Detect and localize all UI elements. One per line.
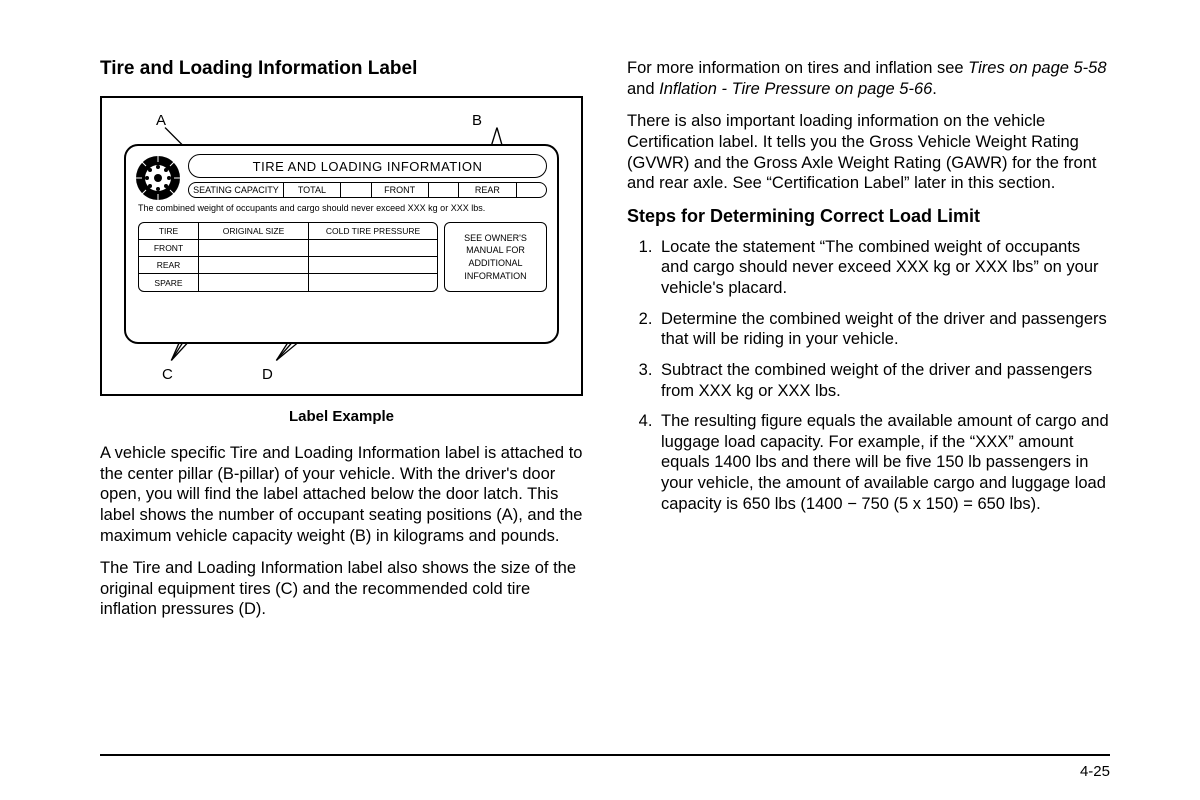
r1b: and	[627, 80, 659, 98]
figure-caption: Label Example	[100, 408, 583, 425]
seating-front: FRONT	[372, 183, 429, 197]
label-figure: A B C D	[100, 96, 583, 396]
row-rear: REAR	[139, 257, 199, 273]
page-number: 4-25	[1080, 763, 1110, 780]
r1c: .	[932, 80, 937, 98]
page-columns: Tire and Loading Information Label A B C…	[100, 58, 1110, 632]
seating-label: SEATING CAPACITY	[189, 183, 284, 197]
tire-table: TIRE ORIGINAL SIZE COLD TIRE PRESSURE FR…	[138, 222, 438, 292]
plate-note: The combined weight of occupants and car…	[138, 203, 547, 213]
owner-line: MANUAL FOR	[466, 244, 525, 257]
r1i1: Tires on page 5-58	[968, 59, 1106, 77]
label-plate: TIRE AND LOADING INFORMATION SEATING CAP…	[124, 144, 559, 344]
step-item: The resulting figure equals the availabl…	[657, 411, 1110, 514]
step-item: Locate the statement “The combined weigh…	[657, 237, 1110, 299]
left-title: Tire and Loading Information Label	[100, 58, 583, 80]
owner-line: SEE OWNER'S	[464, 232, 527, 245]
right-para-2: There is also important loading informat…	[627, 111, 1110, 194]
plate-header: TIRE AND LOADING INFORMATION	[188, 154, 547, 178]
r1a: For more information on tires and inflat…	[627, 59, 968, 77]
row-front: FRONT	[139, 240, 199, 256]
step-item: Subtract the combined weight of the driv…	[657, 360, 1110, 401]
th-size: ORIGINAL SIZE	[199, 223, 309, 239]
table-header-row: TIRE ORIGINAL SIZE COLD TIRE PRESSURE	[139, 223, 437, 240]
left-para-1: A vehicle specific Tire and Loading Info…	[100, 443, 583, 546]
step-item: Determine the combined weight of the dri…	[657, 309, 1110, 350]
th-pressure: COLD TIRE PRESSURE	[309, 223, 437, 239]
right-column: For more information on tires and inflat…	[627, 58, 1110, 632]
seating-total-val	[341, 183, 371, 197]
seating-rear: REAR	[459, 183, 516, 197]
owner-line: ADDITIONAL	[468, 257, 522, 270]
tire-icon	[134, 154, 182, 202]
seating-rear-val	[517, 183, 546, 197]
th-tire: TIRE	[139, 223, 199, 239]
owner-line: INFORMATION	[464, 270, 526, 283]
left-column: Tire and Loading Information Label A B C…	[100, 58, 583, 632]
table-row: FRONT	[139, 240, 437, 257]
right-subtitle: Steps for Determining Correct Load Limit	[627, 206, 1110, 227]
steps-list: Locate the statement “The combined weigh…	[627, 237, 1110, 515]
table-row: REAR	[139, 257, 437, 274]
r1i2: Inflation - Tire Pressure on page 5-66	[659, 80, 932, 98]
row-spare: SPARE	[139, 274, 199, 291]
footer-rule	[100, 754, 1110, 756]
left-para-2: The Tire and Loading Information label a…	[100, 558, 583, 620]
owner-box: SEE OWNER'S MANUAL FOR ADDITIONAL INFORM…	[444, 222, 547, 292]
right-para-1: For more information on tires and inflat…	[627, 58, 1110, 99]
seating-row: SEATING CAPACITY TOTAL FRONT REAR	[188, 182, 547, 198]
seating-total: TOTAL	[284, 183, 341, 197]
table-row: SPARE	[139, 274, 437, 291]
seating-front-val	[429, 183, 459, 197]
